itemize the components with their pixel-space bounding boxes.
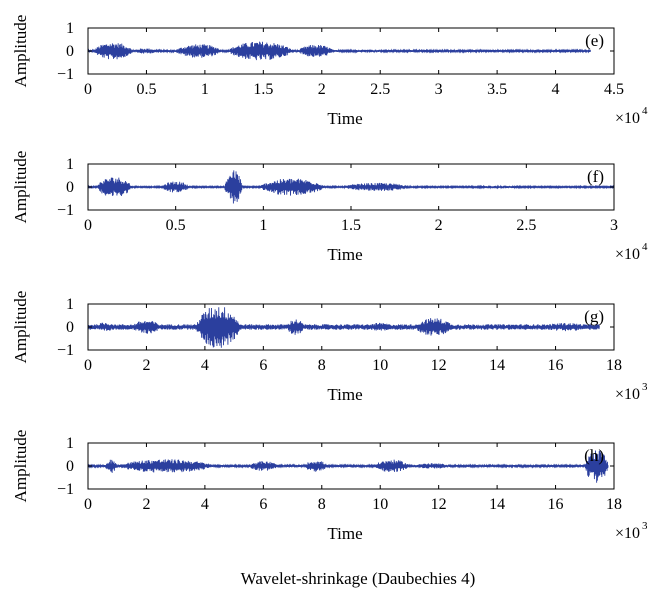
x-axis-label: Time bbox=[327, 245, 362, 264]
x-tick-label: 18 bbox=[606, 357, 622, 374]
x-exponent: 4 bbox=[642, 241, 648, 253]
signal-line bbox=[88, 450, 609, 483]
x-exponent-label: ×10 bbox=[615, 246, 640, 263]
x-tick-label: 6 bbox=[259, 357, 267, 374]
x-tick-label: 2.5 bbox=[370, 81, 390, 98]
x-tick-label: 18 bbox=[606, 496, 622, 513]
x-tick-label: 1 bbox=[201, 81, 209, 98]
x-tick-label: 4 bbox=[552, 81, 560, 98]
x-tick-label: 14 bbox=[489, 496, 505, 513]
x-tick-label: 8 bbox=[318, 496, 326, 513]
y-tick-label: −1 bbox=[57, 481, 74, 498]
panel-f: 0 0.5 1 1.5 2 2.5 3 1 0 −1 (f) Time ×10 4 Amplitude bbox=[11, 151, 648, 264]
y-tick-label: 1 bbox=[66, 156, 74, 173]
x-tick-label: 12 bbox=[431, 496, 447, 513]
x-tick-label: 4.5 bbox=[604, 81, 624, 98]
x-tick-label: 12 bbox=[431, 357, 447, 374]
y-axis-label: Amplitude bbox=[11, 430, 30, 503]
x-tick-label: 1 bbox=[259, 217, 267, 234]
signal-line bbox=[88, 307, 600, 348]
x-tick-label: 2 bbox=[435, 217, 443, 234]
x-exponent-label: ×10 bbox=[615, 386, 640, 403]
x-tick-label: 10 bbox=[372, 496, 388, 513]
y-tick-label: 0 bbox=[66, 179, 74, 196]
x-exponent: 3 bbox=[642, 520, 648, 532]
signal-group bbox=[88, 170, 614, 204]
x-exponent-label: ×10 bbox=[615, 110, 640, 127]
y-tick-label: 0 bbox=[66, 43, 74, 60]
x-axis-label: Time bbox=[327, 109, 362, 128]
x-tick-label: 0.5 bbox=[136, 81, 156, 98]
x-tick-label: 10 bbox=[372, 357, 388, 374]
y-tick-label: −1 bbox=[57, 202, 74, 219]
panel-e: 0 0.5 1 1.5 2 2.5 3 3.5 4 4.510−1(e)Time ×10 4Ampli… bbox=[11, 15, 648, 128]
x-tick-label: 0 bbox=[84, 217, 92, 234]
x-exponent: 4 bbox=[642, 105, 648, 117]
x-tick-label: 4 bbox=[201, 357, 209, 374]
signal-group bbox=[88, 450, 609, 483]
y-axis-label: Amplitude bbox=[11, 291, 30, 364]
x-tick-label: 3 bbox=[435, 81, 443, 98]
x-tick-label: 1.5 bbox=[253, 81, 273, 98]
x-tick-label: 0 bbox=[84, 81, 92, 98]
y-tick-label: 0 bbox=[66, 458, 74, 475]
panel-label: (h) bbox=[584, 446, 604, 465]
x-exponent: 3 bbox=[642, 381, 648, 393]
signal-line bbox=[88, 41, 592, 61]
y-tick-label: 0 bbox=[66, 319, 74, 336]
x-tick-label: 8 bbox=[318, 357, 326, 374]
x-tick-label: 0 bbox=[84, 357, 92, 374]
figure-caption: Wavelet-shrinkage (Daubechies 4) bbox=[241, 569, 476, 588]
x-tick-label: 2 bbox=[318, 81, 326, 98]
x-tick-label: 6 bbox=[259, 496, 267, 513]
x-tick-label: 14 bbox=[489, 357, 505, 374]
x-tick-label: 2.5 bbox=[516, 217, 536, 234]
panel-label: (g) bbox=[584, 307, 604, 326]
y-axis-label: Amplitude bbox=[11, 151, 30, 224]
x-tick-label: 0.5 bbox=[166, 217, 186, 234]
signal-line bbox=[88, 170, 614, 204]
x-tick-label: 4 bbox=[201, 496, 209, 513]
y-tick-label: 1 bbox=[66, 20, 74, 37]
x-axis-label: Time bbox=[327, 385, 362, 404]
y-axis-label: Amplitude bbox=[11, 15, 30, 88]
x-tick-label: 2 bbox=[142, 496, 150, 513]
panel-label: (f) bbox=[587, 167, 604, 186]
x-tick-label: 1.5 bbox=[341, 217, 361, 234]
x-exponent-label: ×10 bbox=[615, 525, 640, 542]
y-tick-label: 1 bbox=[66, 296, 74, 313]
x-axis-label: Time bbox=[327, 524, 362, 543]
signal-group bbox=[88, 41, 592, 61]
x-tick-label: 2 bbox=[142, 357, 150, 374]
x-tick-label: 16 bbox=[548, 496, 564, 513]
y-tick-label: 1 bbox=[66, 435, 74, 452]
panel-label: (e) bbox=[585, 31, 604, 50]
y-tick-label: −1 bbox=[57, 66, 74, 83]
x-tick-label: 3 bbox=[610, 217, 618, 234]
signal-group bbox=[88, 307, 600, 348]
x-tick-label: 16 bbox=[548, 357, 564, 374]
y-tick-label: −1 bbox=[57, 342, 74, 359]
x-tick-label: 3.5 bbox=[487, 81, 507, 98]
panels: 0 0.5 1 1.5 2 2.5 3 3.5 4 4.510−1(e)Time ×10 4Ampli… bbox=[11, 15, 648, 543]
x-tick-label: 0 bbox=[84, 496, 92, 513]
